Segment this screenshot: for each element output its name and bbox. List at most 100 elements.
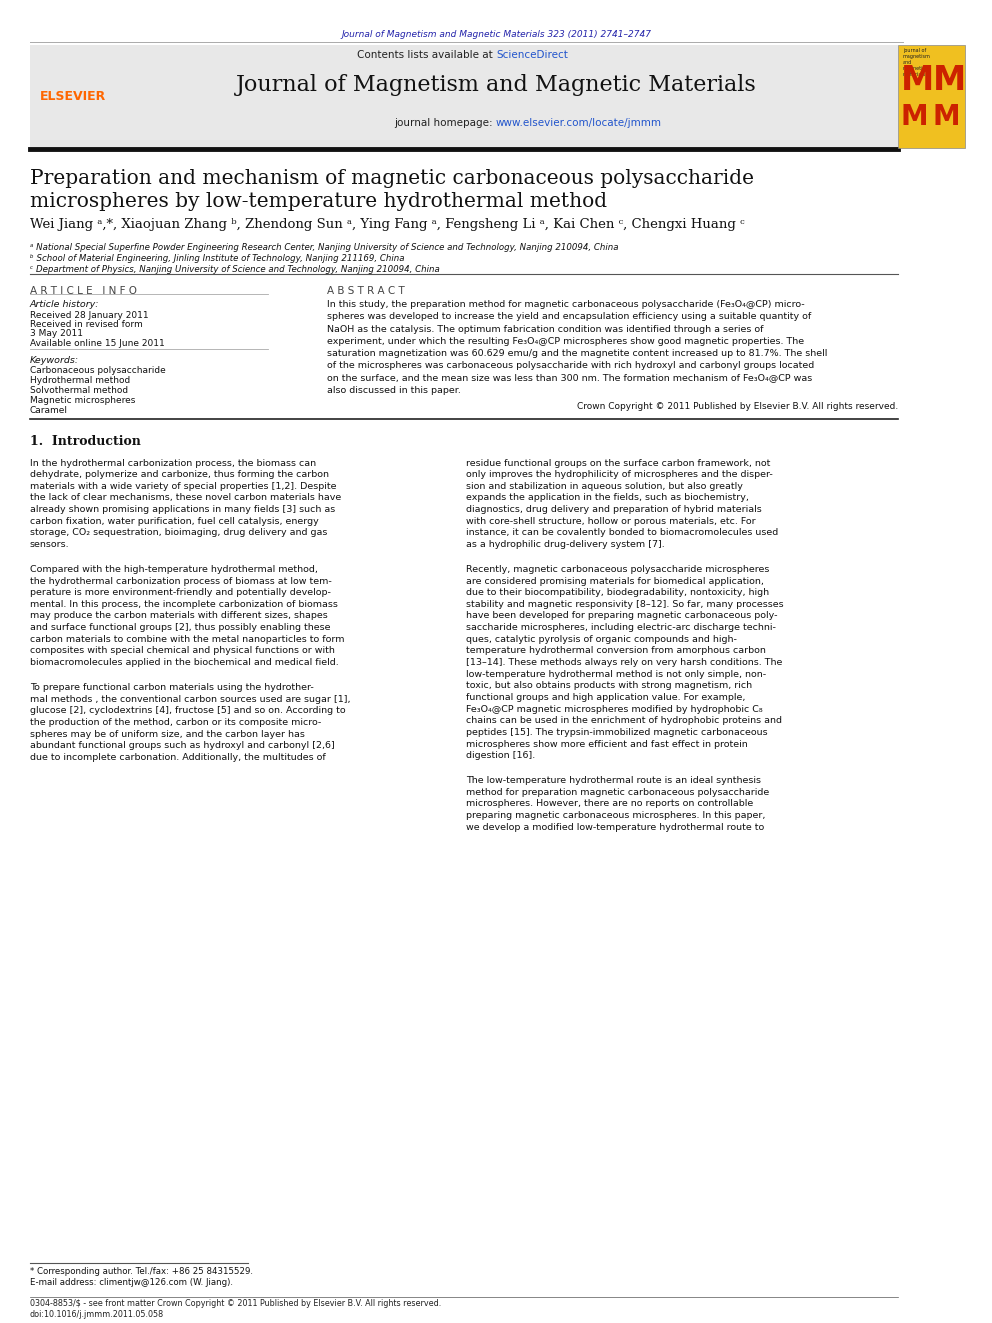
Text: doi:10.1016/j.jmmm.2011.05.058: doi:10.1016/j.jmmm.2011.05.058	[30, 1310, 164, 1319]
Text: spheres was developed to increase the yield and encapsulation efficiency using a: spheres was developed to increase the yi…	[327, 312, 811, 321]
Text: Hydrothermal method: Hydrothermal method	[30, 376, 130, 385]
Text: M: M	[932, 103, 960, 131]
Text: ques, catalytic pyrolysis of organic compounds and high-: ques, catalytic pyrolysis of organic com…	[466, 635, 737, 644]
Text: E-mail address: climentjw@126.com (W. Jiang).: E-mail address: climentjw@126.com (W. Ji…	[30, 1278, 233, 1287]
Text: materials with a wide variety of special properties [1,2]. Despite: materials with a wide variety of special…	[30, 482, 336, 491]
Text: biomacromolecules applied in the biochemical and medical field.: biomacromolecules applied in the biochem…	[30, 658, 338, 667]
Text: composites with special chemical and physical functions or with: composites with special chemical and phy…	[30, 647, 334, 655]
Text: The low-temperature hydrothermal route is an ideal synthesis: The low-temperature hydrothermal route i…	[466, 777, 761, 785]
Text: ELSEVIER: ELSEVIER	[40, 90, 106, 103]
FancyBboxPatch shape	[30, 45, 898, 148]
FancyBboxPatch shape	[898, 45, 965, 148]
Text: Available online 15 June 2011: Available online 15 June 2011	[30, 339, 165, 348]
Text: carbon fixation, water purification, fuel cell catalysis, energy: carbon fixation, water purification, fue…	[30, 517, 318, 525]
Text: ᵇ School of Material Engineering, Jinling Institute of Technology, Nanjing 21116: ᵇ School of Material Engineering, Jinlin…	[30, 254, 405, 263]
Text: glucose [2], cyclodextrins [4], fructose [5] and so on. According to: glucose [2], cyclodextrins [4], fructose…	[30, 706, 345, 716]
Text: ScienceDirect: ScienceDirect	[496, 50, 567, 61]
Text: 1.  Introduction: 1. Introduction	[30, 435, 141, 447]
Text: peptides [15]. The trypsin-immobilized magnetic carbonaceous: peptides [15]. The trypsin-immobilized m…	[466, 728, 768, 737]
Text: functional groups and high application value. For example,: functional groups and high application v…	[466, 693, 746, 703]
Text: * Corresponding author. Tel./fax: +86 25 84315529.: * Corresponding author. Tel./fax: +86 25…	[30, 1267, 253, 1277]
Text: the production of the method, carbon or its composite micro-: the production of the method, carbon or …	[30, 718, 321, 726]
Text: In this study, the preparation method for magnetic carbonaceous polysaccharide (: In this study, the preparation method fo…	[327, 300, 805, 310]
Text: we develop a modified low-temperature hydrothermal route to: we develop a modified low-temperature hy…	[466, 823, 765, 832]
Text: stability and magnetic responsivity [8–12]. So far, many processes: stability and magnetic responsivity [8–1…	[466, 599, 784, 609]
Text: and surface functional groups [2], thus possibly enabling these: and surface functional groups [2], thus …	[30, 623, 330, 632]
Text: Compared with the high-temperature hydrothermal method,: Compared with the high-temperature hydro…	[30, 565, 317, 574]
Text: toxic, but also obtains products with strong magnetism, rich: toxic, but also obtains products with st…	[466, 681, 752, 691]
Text: M: M	[932, 64, 966, 97]
Text: instance, it can be covalently bonded to biomacromolecules used: instance, it can be covalently bonded to…	[466, 528, 779, 537]
Text: Fe₃O₄@CP magnetic microspheres modified by hydrophobic C₈: Fe₃O₄@CP magnetic microspheres modified …	[466, 705, 763, 713]
Text: the lack of clear mechanisms, these novel carbon materials have: the lack of clear mechanisms, these nove…	[30, 493, 341, 503]
Text: Received 28 January 2011: Received 28 January 2011	[30, 311, 149, 320]
Text: also discussed in this paper.: also discussed in this paper.	[327, 385, 461, 394]
Text: temperature hydrothermal conversion from amorphous carbon: temperature hydrothermal conversion from…	[466, 647, 766, 655]
Text: have been developed for preparing magnetic carbonaceous poly-: have been developed for preparing magnet…	[466, 611, 778, 620]
Text: In the hydrothermal carbonization process, the biomass can: In the hydrothermal carbonization proces…	[30, 459, 315, 467]
Text: Carbonaceous polysaccharide: Carbonaceous polysaccharide	[30, 366, 166, 376]
Text: Caramel: Caramel	[30, 406, 67, 415]
Text: mental. In this process, the incomplete carbonization of biomass: mental. In this process, the incomplete …	[30, 599, 337, 609]
Text: on the surface, and the mean size was less than 300 nm. The formation mechanism : on the surface, and the mean size was le…	[327, 373, 812, 382]
Text: experiment, under which the resulting Fe₃O₄@CP microspheres show good magnetic p: experiment, under which the resulting Fe…	[327, 337, 805, 345]
Text: storage, CO₂ sequestration, bioimaging, drug delivery and gas: storage, CO₂ sequestration, bioimaging, …	[30, 528, 327, 537]
Text: Journal of Magnetism and Magnetic Materials 323 (2011) 2741–2747: Journal of Magnetism and Magnetic Materi…	[341, 30, 651, 40]
Text: carbon materials to combine with the metal nanoparticles to form: carbon materials to combine with the met…	[30, 635, 344, 644]
Text: saturation magnetization was 60.629 emu/g and the magnetite content increased up: saturation magnetization was 60.629 emu/…	[327, 349, 827, 359]
Text: as a hydrophilic drug-delivery system [7].: as a hydrophilic drug-delivery system [7…	[466, 540, 665, 549]
Text: journal homepage:: journal homepage:	[394, 118, 496, 128]
Text: Preparation and mechanism of magnetic carbonaceous polysaccharide: Preparation and mechanism of magnetic ca…	[30, 169, 754, 188]
Text: microspheres. However, there are no reports on controllable: microspheres. However, there are no repo…	[466, 799, 754, 808]
Text: mal methods , the conventional carbon sources used are sugar [1],: mal methods , the conventional carbon so…	[30, 695, 350, 704]
Text: method for preparation magnetic carbonaceous polysaccharide: method for preparation magnetic carbonac…	[466, 787, 770, 796]
Text: due to incomplete carbonation. Additionally, the multitudes of: due to incomplete carbonation. Additiona…	[30, 753, 325, 762]
Text: perature is more environment-friendly and potentially develop-: perature is more environment-friendly an…	[30, 589, 330, 597]
Text: microspheres by low-temperature hydrothermal method: microspheres by low-temperature hydrothe…	[30, 192, 607, 210]
Text: To prepare functional carbon materials using the hydrother-: To prepare functional carbon materials u…	[30, 683, 313, 692]
Text: 3 May 2011: 3 May 2011	[30, 329, 82, 339]
Text: with core-shell structure, hollow or porous materials, etc. For: with core-shell structure, hollow or por…	[466, 517, 756, 525]
Text: A R T I C L E   I N F O: A R T I C L E I N F O	[30, 286, 137, 296]
Text: M: M	[901, 103, 929, 131]
Text: chains can be used in the enrichment of hydrophobic proteins and: chains can be used in the enrichment of …	[466, 716, 783, 725]
Text: M: M	[901, 64, 934, 97]
Text: NaOH as the catalysis. The optimum fabrication condition was identified through : NaOH as the catalysis. The optimum fabri…	[327, 324, 764, 333]
Text: Wei Jiang ᵃ,*, Xiaojuan Zhang ᵇ, Zhendong Sun ᵃ, Ying Fang ᵃ, Fengsheng Li ᵃ, Ka: Wei Jiang ᵃ,*, Xiaojuan Zhang ᵇ, Zhendon…	[30, 218, 744, 232]
Text: due to their biocompatibility, biodegradability, nontoxicity, high: due to their biocompatibility, biodegrad…	[466, 589, 770, 597]
Text: ᵃ National Special Superfine Powder Engineering Research Center, Nanjing Univers: ᵃ National Special Superfine Powder Engi…	[30, 243, 618, 253]
Text: low-temperature hydrothermal method is not only simple, non-: low-temperature hydrothermal method is n…	[466, 669, 767, 679]
Text: ᶜ Department of Physics, Nanjing University of Science and Technology, Nanjing 2: ᶜ Department of Physics, Nanjing Univers…	[30, 265, 439, 274]
Text: sion and stabilization in aqueous solution, but also greatly: sion and stabilization in aqueous soluti…	[466, 482, 743, 491]
Text: [13–14]. These methods always rely on very harsh conditions. The: [13–14]. These methods always rely on ve…	[466, 658, 783, 667]
Text: sensors.: sensors.	[30, 540, 69, 549]
Text: Received in revised form: Received in revised form	[30, 320, 143, 329]
Text: Contents lists available at: Contents lists available at	[357, 50, 496, 61]
Text: expands the application in the fields, such as biochemistry,: expands the application in the fields, s…	[466, 493, 749, 503]
Text: abundant functional groups such as hydroxyl and carbonyl [2,6]: abundant functional groups such as hydro…	[30, 741, 334, 750]
Text: the hydrothermal carbonization process of biomass at low tem-: the hydrothermal carbonization process o…	[30, 577, 331, 586]
Text: A B S T R A C T: A B S T R A C T	[327, 286, 405, 296]
Text: Keywords:: Keywords:	[30, 356, 79, 365]
Text: 0304-8853/$ - see front matter Crown Copyright © 2011 Published by Elsevier B.V.: 0304-8853/$ - see front matter Crown Cop…	[30, 1299, 441, 1308]
Text: journal of
magnetism
and
magnetic
materials: journal of magnetism and magnetic materi…	[903, 48, 930, 78]
Text: Recently, magnetic carbonaceous polysaccharide microspheres: Recently, magnetic carbonaceous polysacc…	[466, 565, 770, 574]
Text: Article history:: Article history:	[30, 300, 99, 310]
Text: Magnetic microspheres: Magnetic microspheres	[30, 396, 135, 405]
Text: Solvothermal method: Solvothermal method	[30, 386, 128, 396]
Text: microspheres show more efficient and fast effect in protein: microspheres show more efficient and fas…	[466, 740, 748, 749]
Text: only improves the hydrophilicity of microspheres and the disper-: only improves the hydrophilicity of micr…	[466, 470, 773, 479]
Text: Journal of Magnetism and Magnetic Materials: Journal of Magnetism and Magnetic Materi…	[236, 74, 756, 97]
Text: dehydrate, polymerize and carbonize, thus forming the carbon: dehydrate, polymerize and carbonize, thu…	[30, 470, 328, 479]
Text: saccharide microspheres, including electric-arc discharge techni-: saccharide microspheres, including elect…	[466, 623, 776, 632]
Text: already shown promising applications in many fields [3] such as: already shown promising applications in …	[30, 505, 335, 515]
Text: may produce the carbon materials with different sizes, shapes: may produce the carbon materials with di…	[30, 611, 327, 620]
Text: spheres may be of uniform size, and the carbon layer has: spheres may be of uniform size, and the …	[30, 729, 305, 738]
Text: diagnostics, drug delivery and preparation of hybrid materials: diagnostics, drug delivery and preparati…	[466, 505, 762, 515]
Text: www.elsevier.com/locate/jmmm: www.elsevier.com/locate/jmmm	[496, 118, 662, 128]
Text: preparing magnetic carbonaceous microspheres. In this paper,: preparing magnetic carbonaceous microsph…	[466, 811, 766, 820]
Text: residue functional groups on the surface carbon framework, not: residue functional groups on the surface…	[466, 459, 771, 467]
Text: are considered promising materials for biomedical application,: are considered promising materials for b…	[466, 577, 764, 586]
Text: of the microspheres was carbonaceous polysaccharide with rich hydroxyl and carbo: of the microspheres was carbonaceous pol…	[327, 361, 814, 370]
Text: Crown Copyright © 2011 Published by Elsevier B.V. All rights reserved.: Crown Copyright © 2011 Published by Else…	[576, 402, 898, 410]
